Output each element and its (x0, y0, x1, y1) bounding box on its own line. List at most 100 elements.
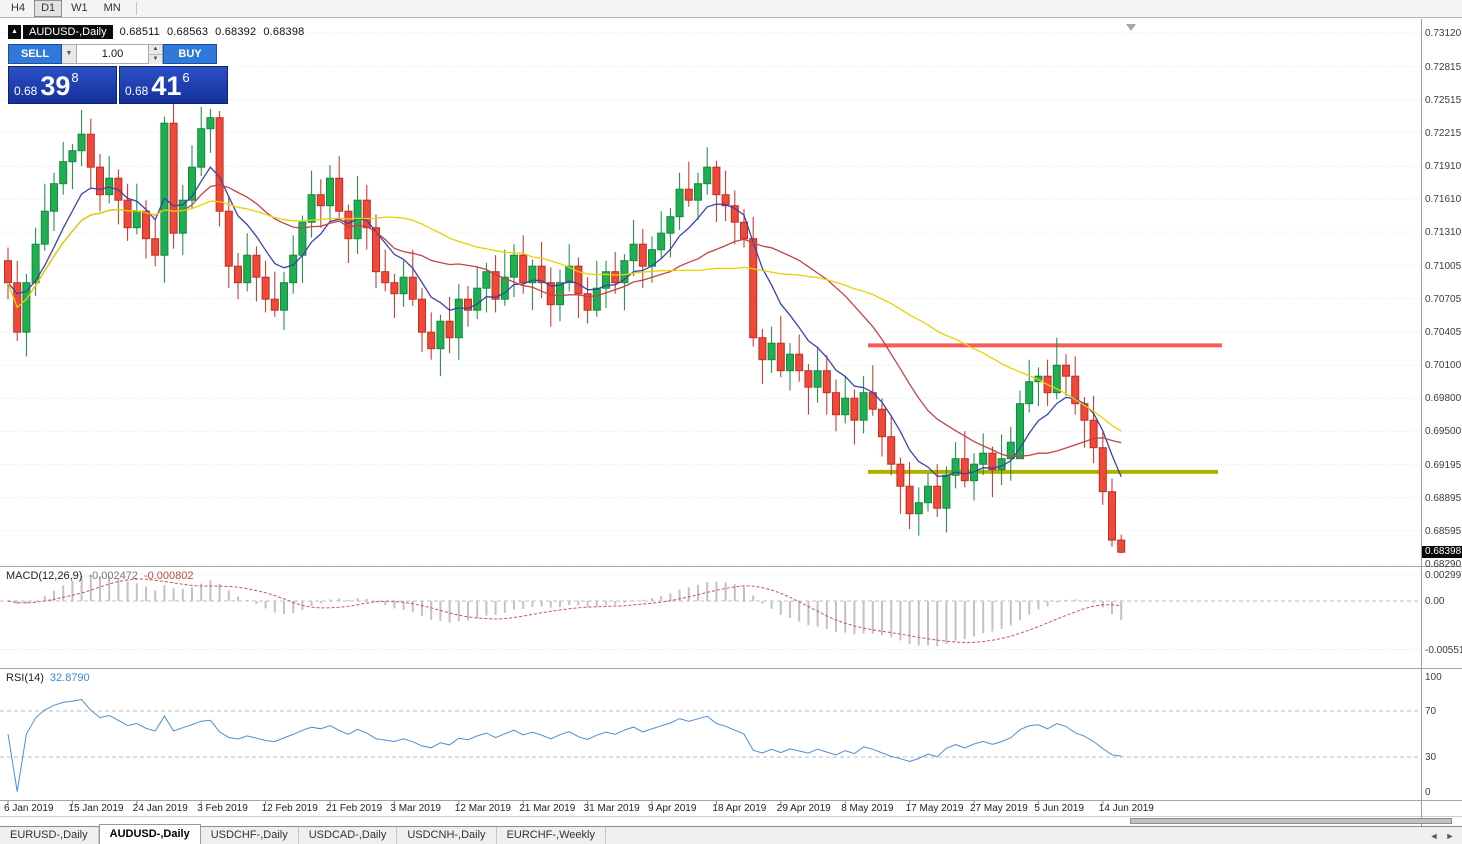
ask-quote[interactable]: 0.68 41 6 (119, 66, 228, 104)
macd-bar (375, 601, 377, 602)
candle (4, 247, 12, 300)
candle (188, 145, 196, 209)
price-axis-label: 0.71910 (1425, 161, 1462, 173)
candle-body (887, 436, 896, 465)
candle (602, 260, 610, 308)
candle-body (270, 298, 279, 311)
chart-tab-audusd[interactable]: AUDUSD-,Daily (98, 824, 201, 844)
candle (464, 286, 472, 327)
chart-tab-eurusd[interactable]: EURUSD-,Daily (0, 827, 99, 844)
volume-dropdown-icon[interactable]: ▼ (62, 44, 77, 64)
macd-bar (191, 587, 193, 601)
candle (353, 176, 362, 255)
candle (703, 147, 712, 195)
chart-canvas[interactable] (0, 19, 1421, 826)
candle-body (169, 122, 178, 234)
volume-down-icon[interactable]: ▼ (149, 55, 162, 64)
macd-bar (1111, 601, 1113, 615)
candle-body (381, 271, 390, 284)
macd-bar (715, 581, 718, 601)
candle (583, 277, 592, 324)
macd-bar (973, 601, 975, 637)
candle-body (703, 166, 712, 185)
macd-bar (71, 580, 74, 601)
sell-button[interactable]: SELL (8, 44, 62, 64)
timeframe-button-d1[interactable]: D1 (34, 0, 63, 17)
macd-bar (384, 601, 387, 606)
candle (298, 215, 307, 283)
candle (822, 355, 831, 415)
macd-bar (733, 584, 736, 601)
chart-tab-eurchf[interactable]: EURCHF-,Weekly (496, 827, 606, 844)
candle-body (1025, 381, 1034, 405)
candle (988, 446, 997, 498)
timeframe-button-mn[interactable]: MN (103, 2, 121, 14)
macd-bar (954, 601, 957, 641)
buy-button[interactable]: BUY (163, 44, 217, 64)
scrollbar-thumb[interactable] (1130, 818, 1452, 824)
timeframe-button-w1[interactable]: W1 (71, 2, 88, 14)
macd-bar (34, 600, 37, 602)
price-axis-label: 0.69800 (1425, 393, 1462, 405)
macd-bar (1055, 601, 1058, 603)
candle (243, 233, 252, 292)
tab-scroll-left-icon[interactable]: ◄ (1429, 831, 1439, 841)
candle-body (850, 397, 859, 421)
macd-bar (522, 601, 525, 609)
date-axis-label: 12 Mar 2019 (454, 803, 511, 814)
candle (123, 183, 132, 241)
candle-body (1108, 491, 1116, 541)
panel-divider-rsi[interactable] (0, 668, 1462, 669)
macd-bar (62, 585, 65, 601)
macd-bar (798, 601, 801, 622)
candle (1089, 396, 1098, 464)
candle-body (510, 254, 518, 278)
macd-bar (1120, 601, 1123, 621)
candle (749, 216, 758, 347)
macd-bar (697, 584, 699, 601)
candle-body (804, 370, 813, 388)
date-axis[interactable]: 6 Jan 2019 15 Jan 2019 24 Jan 2019 3 Feb 20… (0, 801, 1421, 816)
tab-scroll-right-icon[interactable]: ► (1445, 831, 1455, 841)
rsi-axis-label: 100 (1425, 671, 1442, 683)
timeframe-button-h4[interactable]: H4 (11, 2, 26, 14)
bid-quote[interactable]: 0.68 39 8 (8, 66, 117, 104)
macd-bar (135, 583, 138, 601)
macd-bar (678, 589, 681, 601)
candle-body (657, 232, 666, 251)
candle-body (878, 408, 886, 438)
candle (77, 110, 86, 167)
candle-body (224, 210, 233, 267)
date-axis-label: 17 May 2019 (905, 803, 964, 814)
candle (1025, 359, 1034, 413)
candle-body (399, 276, 408, 295)
candle (574, 257, 583, 318)
macd-bar (430, 601, 433, 620)
candle (675, 172, 684, 230)
chart-header: ▲ AUDUSD-,Daily 0.68511 0.68563 0.68392 … (8, 25, 305, 39)
rsi-axis-label: 30 (1425, 752, 1437, 763)
candle-body (86, 133, 95, 168)
chart-tab-usdchf[interactable]: USDCHF-,Daily (200, 827, 299, 844)
candle-body (289, 254, 298, 284)
volume-up-icon[interactable]: ▲ (149, 45, 162, 55)
candle-body (776, 342, 785, 372)
trade-panel-collapse-icon[interactable]: ▲ (8, 25, 21, 39)
candle-body (942, 474, 951, 509)
chart-tab-usdcnh[interactable]: USDCNH-,Daily (397, 827, 497, 844)
candle-body (408, 276, 417, 300)
candle-body (77, 133, 86, 152)
candle (933, 464, 942, 517)
macd-bar (1083, 600, 1086, 602)
candle (1108, 478, 1116, 547)
chart-shift-marker-icon[interactable] (1126, 24, 1136, 31)
macd-bar (899, 601, 902, 641)
candle-body (188, 166, 196, 201)
panel-divider-macd[interactable] (0, 566, 1462, 567)
candle-body (206, 117, 215, 130)
chart-tab-usdcad[interactable]: USDCAD-,Daily (298, 827, 398, 844)
volume-input[interactable] (77, 44, 149, 64)
candle-body (390, 282, 399, 295)
candle (528, 259, 537, 311)
macd-bar (264, 601, 267, 609)
